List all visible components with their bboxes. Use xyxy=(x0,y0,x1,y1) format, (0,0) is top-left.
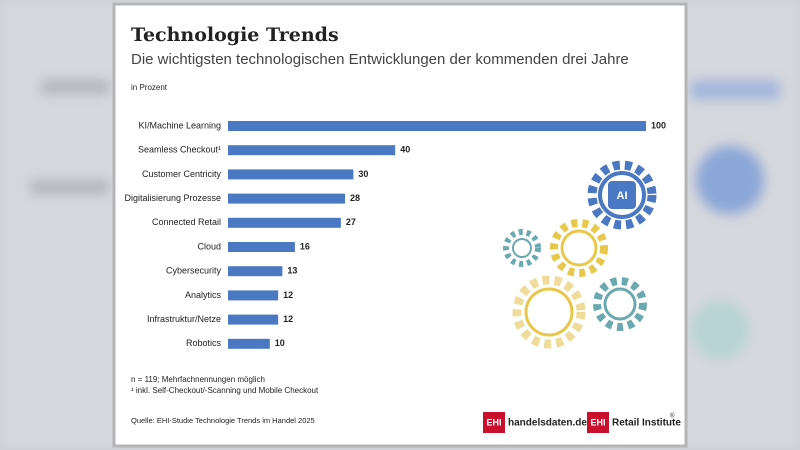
y-tick-label: Connected Retail xyxy=(152,217,221,227)
logo-mark-text: EHI xyxy=(590,417,605,427)
value-label: 16 xyxy=(300,241,310,251)
logo-sup: ® xyxy=(670,413,675,420)
chart-title: Technologie Trends xyxy=(131,24,339,46)
note: n = 119; Mehrfachnennungen möglich xyxy=(131,375,265,384)
card xyxy=(112,2,688,448)
value-label: 10 xyxy=(275,338,285,348)
bar xyxy=(228,290,279,301)
value-label: 40 xyxy=(400,145,410,155)
y-tick-label: Analytics xyxy=(185,290,222,300)
bar xyxy=(228,145,396,156)
value-label: 28 xyxy=(350,193,360,203)
bar xyxy=(228,121,646,131)
note: ¹ inkl. Self-Checkout/-Scanning und Mobi… xyxy=(131,386,319,395)
logo-text: Retail Institute xyxy=(612,418,681,429)
y-tick-label: Digitalisierung Prozesse xyxy=(124,193,221,203)
bar xyxy=(228,217,341,228)
value-label: 27 xyxy=(346,217,356,227)
y-tick-label: Infrastruktur/Netze xyxy=(147,314,221,324)
unit-label: in Prozent xyxy=(131,83,168,92)
value-label: 12 xyxy=(283,314,293,324)
value-label: 12 xyxy=(283,290,293,300)
logo-mark xyxy=(587,412,609,433)
logo-mark-text: EHI xyxy=(486,417,501,427)
logo-mark xyxy=(483,412,505,433)
y-tick-label: Cloud xyxy=(197,241,221,251)
bar xyxy=(228,314,279,325)
y-tick-label: Seamless Checkout¹ xyxy=(138,145,221,155)
bar xyxy=(228,242,295,252)
chart-subtitle: Die wichtigsten technologischen Entwickl… xyxy=(131,51,629,68)
value-label: 100 xyxy=(651,120,666,130)
y-tick-label: Cybersecurity xyxy=(166,266,222,276)
y-tick-label: Robotics xyxy=(186,338,222,348)
bar xyxy=(228,266,283,277)
value-label: 13 xyxy=(287,266,297,276)
illustration: AI xyxy=(503,160,657,349)
value-label: 30 xyxy=(358,169,368,179)
bar xyxy=(228,169,354,180)
source: Quelle: EHI-Studie Technologie Trends im… xyxy=(131,416,315,425)
bar xyxy=(228,338,270,349)
bar xyxy=(228,193,346,204)
y-tick-label: KI/Machine Learning xyxy=(138,120,221,130)
y-tick-label: Customer Centricity xyxy=(142,169,222,179)
illustration-label: AI xyxy=(617,190,628,202)
logo-text: handelsdaten.de xyxy=(508,418,587,429)
